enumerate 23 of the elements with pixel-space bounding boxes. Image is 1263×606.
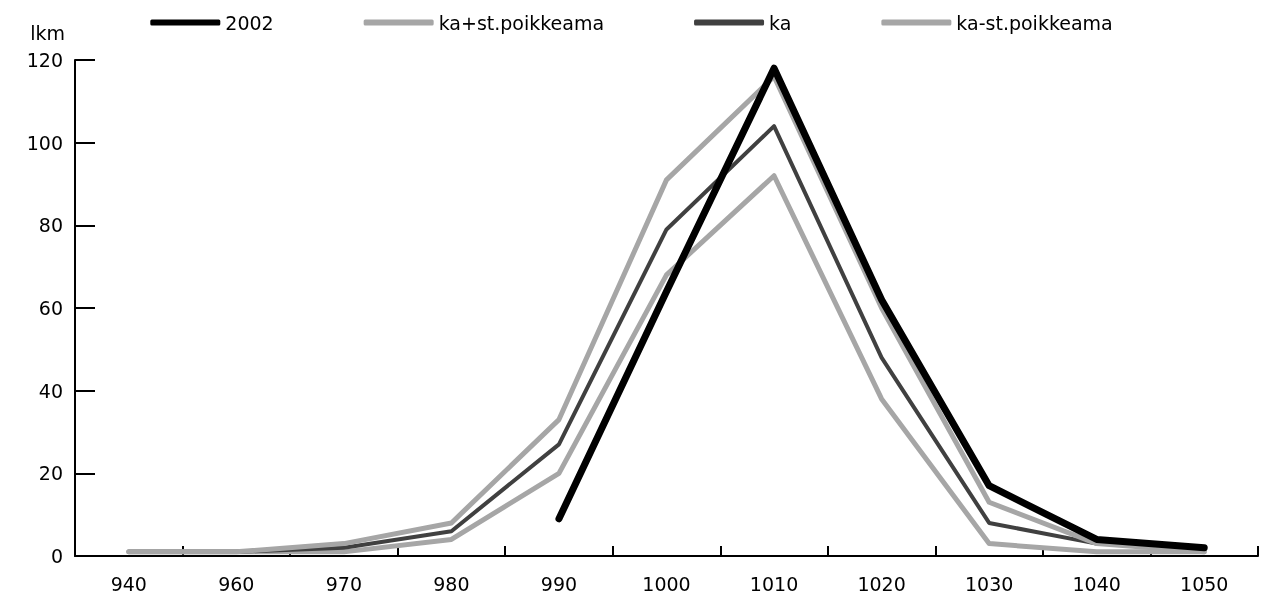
x-tick-label: 980 [433, 572, 470, 595]
y-tick-label: 60 [38, 297, 63, 319]
legend-label: ka+st.poikkeama [438, 11, 605, 34]
x-tick-label: 1040 [1072, 572, 1121, 595]
x-tick-label: 1010 [749, 572, 799, 595]
y-tick-label: 40 [38, 379, 63, 402]
y-tick-label: 100 [26, 131, 63, 154]
x-tick-label: 940 [110, 572, 147, 595]
y-axis-title: lkm [30, 21, 65, 44]
legend-label: ka-st.poikkeama [956, 11, 1113, 34]
legend-label: 2002 [225, 11, 274, 34]
y-tick-label: 0 [50, 545, 63, 567]
y-tick-label: 80 [38, 214, 63, 237]
y-tick-label: 120 [26, 49, 63, 71]
x-tick-label: 1020 [857, 572, 906, 595]
x-tick-label: 990 [540, 572, 578, 595]
y-tick-label: 20 [38, 462, 63, 485]
x-tick-label: 970 [325, 572, 362, 595]
x-tick-label: 1050 [1180, 572, 1229, 595]
x-tick-label: 1000 [642, 572, 691, 595]
x-tick-label: 960 [218, 572, 255, 595]
legend-label: ka [769, 11, 792, 34]
x-tick-label: 1030 [964, 572, 1014, 595]
